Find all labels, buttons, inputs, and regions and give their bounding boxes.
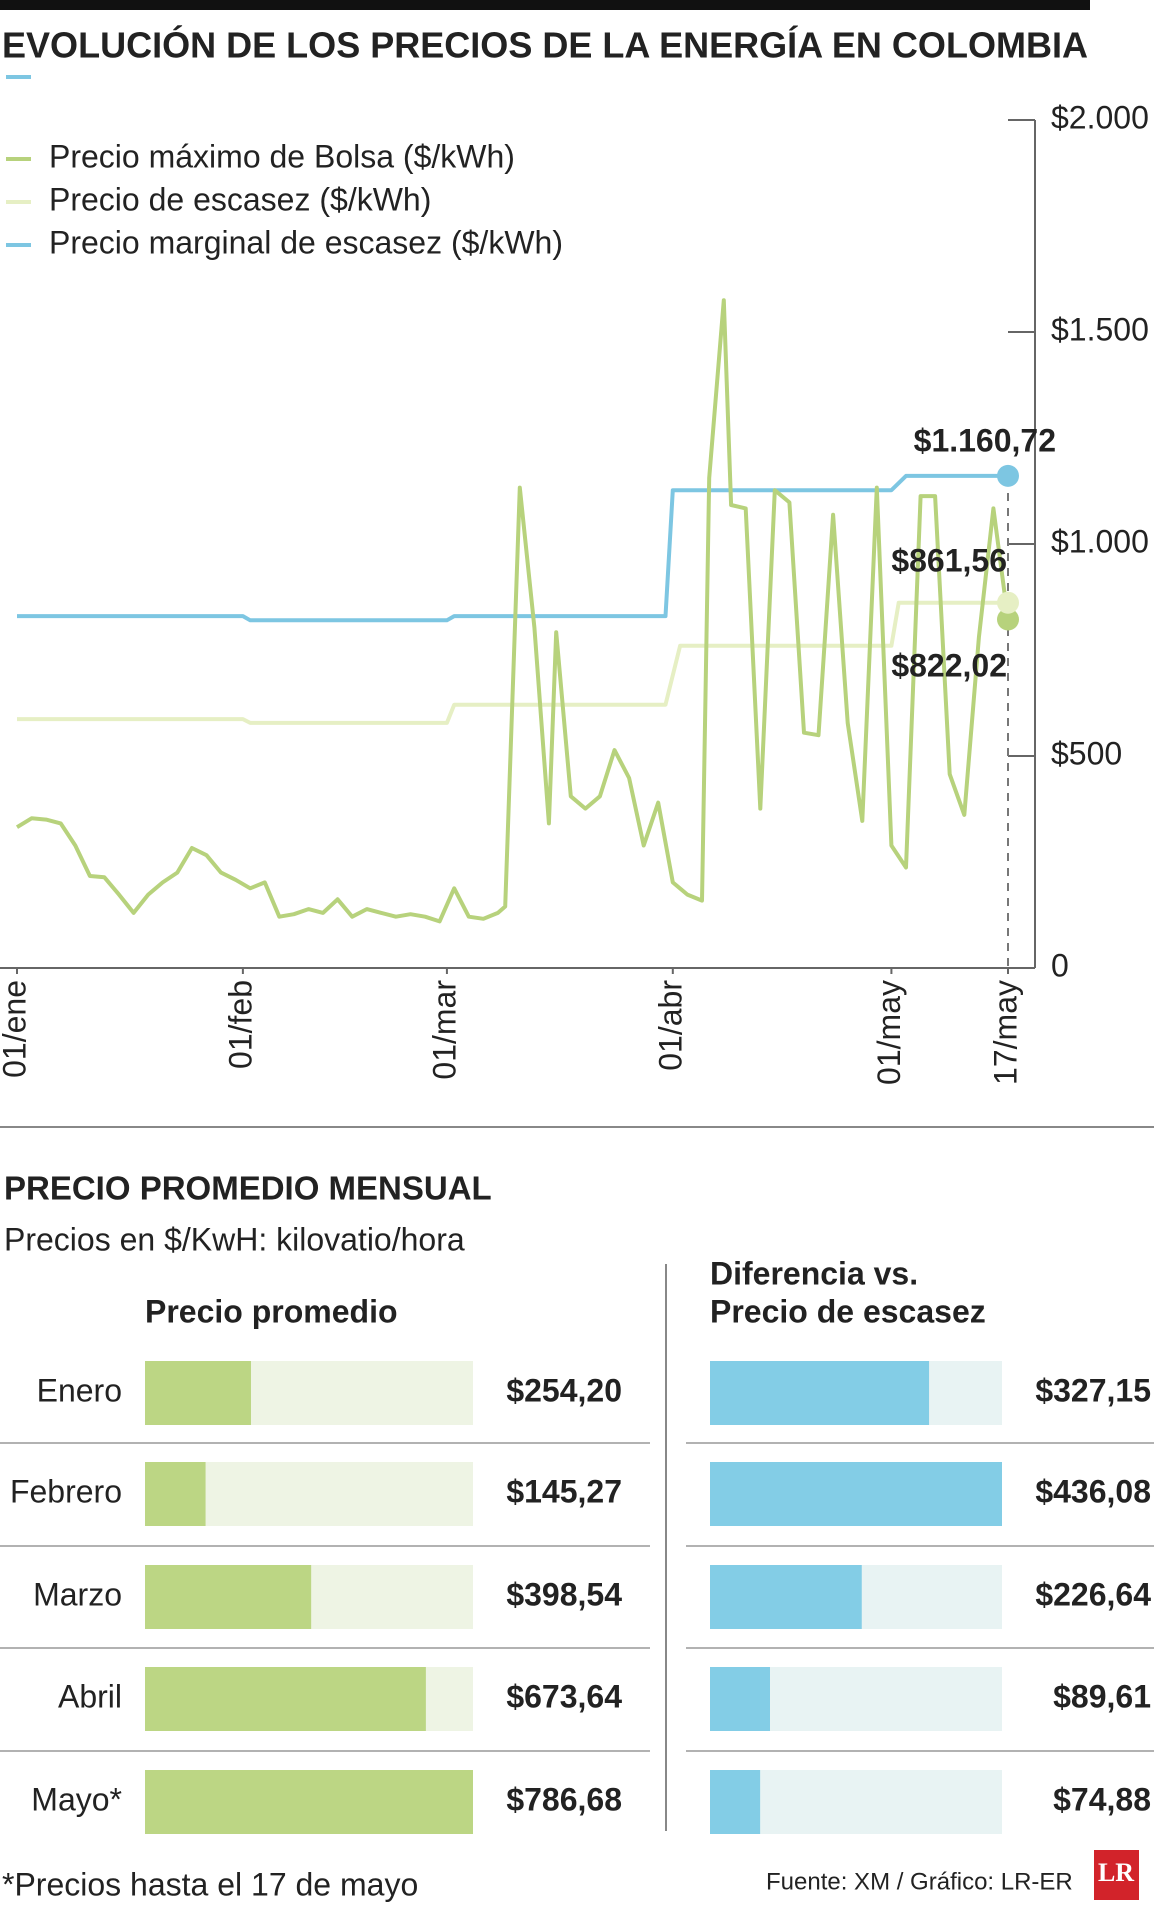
panel-title: Precio de escasez bbox=[710, 1293, 986, 1329]
x-tick-label: 01/ene bbox=[0, 980, 32, 1078]
series-line bbox=[17, 600, 1008, 725]
y-tick-label: $2.000 bbox=[1051, 99, 1149, 135]
bar bbox=[145, 1565, 312, 1629]
category-label: Mayo* bbox=[31, 1781, 122, 1817]
value-label: $226,64 bbox=[1035, 1576, 1151, 1612]
series-line bbox=[15, 298, 1010, 924]
value-label: $398,54 bbox=[506, 1576, 622, 1612]
value-label: $145,27 bbox=[506, 1473, 622, 1509]
bar bbox=[710, 1770, 761, 1834]
bar bbox=[710, 1565, 862, 1629]
end-point bbox=[997, 591, 1019, 614]
end-label: $822,02 bbox=[891, 647, 1007, 683]
y-tick-label: 0 bbox=[1051, 947, 1069, 983]
section-title: PRECIO PROMEDIO MENSUAL bbox=[4, 1170, 492, 1207]
panel-title: Diferencia vs. bbox=[710, 1255, 918, 1291]
end-label: $1.160,72 bbox=[914, 422, 1056, 458]
value-label: $327,15 bbox=[1035, 1372, 1151, 1408]
x-tick-label: 17/may bbox=[987, 980, 1023, 1085]
source: Fuente: XM / Gráfico: LR-ER bbox=[766, 1868, 1073, 1895]
value-label: $74,88 bbox=[1053, 1781, 1151, 1817]
footnote: *Precios hasta el 17 de mayo bbox=[2, 1866, 418, 1902]
top-rule bbox=[0, 0, 1090, 10]
main-title: EVOLUCIÓN DE LOS PRECIOS DE LA ENERGÍA E… bbox=[2, 24, 1088, 66]
x-tick-label: 01/abr bbox=[652, 980, 688, 1071]
bar bbox=[145, 1462, 206, 1526]
value-label: $673,64 bbox=[506, 1678, 622, 1714]
section-subtitle: Precios en $/KwH: kilovatio/hora bbox=[4, 1221, 465, 1257]
category-label: Enero bbox=[37, 1372, 122, 1408]
end-point bbox=[997, 464, 1019, 487]
bar bbox=[145, 1667, 426, 1731]
bar bbox=[710, 1361, 930, 1425]
title-accent bbox=[6, 75, 31, 79]
x-tick-label: 01/mar bbox=[426, 980, 462, 1080]
category-label: Abril bbox=[58, 1678, 122, 1714]
panel-title: Precio promedio bbox=[145, 1293, 398, 1329]
legend-label: Precio de escasez ($/kWh) bbox=[49, 181, 431, 217]
value-label: $254,20 bbox=[506, 1372, 622, 1408]
category-label: Febrero bbox=[10, 1473, 122, 1509]
logo: LR bbox=[1098, 1858, 1134, 1887]
y-tick-label: $500 bbox=[1051, 735, 1122, 771]
end-label: $861,56 bbox=[891, 542, 1007, 578]
value-label: $786,68 bbox=[506, 1781, 622, 1817]
bar bbox=[710, 1462, 1002, 1526]
legend-label: Precio máximo de Bolsa ($/kWh) bbox=[49, 138, 515, 174]
y-tick-label: $1.500 bbox=[1051, 311, 1149, 347]
value-label: $436,08 bbox=[1035, 1473, 1151, 1509]
end-point bbox=[997, 608, 1019, 631]
logo-box bbox=[1094, 1850, 1139, 1900]
bar bbox=[145, 1361, 251, 1425]
x-tick-label: 01/feb bbox=[222, 980, 258, 1069]
category-label: Marzo bbox=[33, 1576, 122, 1612]
legend-label: Precio marginal de escasez ($/kWh) bbox=[49, 224, 563, 260]
x-tick-label: 01/may bbox=[871, 980, 907, 1085]
y-tick-label: $1.000 bbox=[1051, 523, 1149, 559]
value-label: $89,61 bbox=[1053, 1678, 1151, 1714]
series-line bbox=[17, 473, 1008, 623]
bar bbox=[145, 1770, 473, 1834]
bar bbox=[710, 1667, 771, 1731]
